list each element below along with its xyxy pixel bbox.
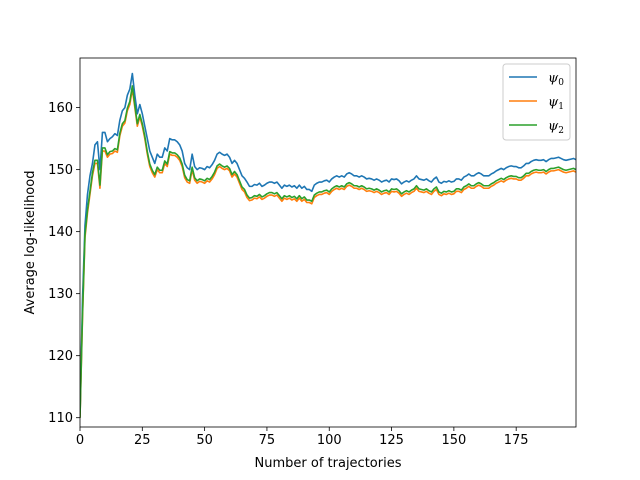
x-tick-label: 175 [504, 433, 529, 448]
series-line-psi0 [80, 72, 576, 418]
x-tick-label: 75 [259, 433, 276, 448]
y-tick-label: 150 [48, 163, 73, 178]
x-axis-label: Number of trajectories [255, 456, 402, 471]
legend-label-psi0: ψ0 [548, 71, 564, 88]
x-tick-label: 125 [379, 433, 404, 448]
legend-label-psi1: ψ1 [548, 95, 564, 112]
x-tick-label: 50 [196, 433, 213, 448]
y-axis-label: Average log-likelihood [23, 171, 38, 315]
y-tick-label: 130 [48, 287, 73, 302]
legend-box [502, 63, 571, 141]
y-axis-ticks: 110 120 130 140 150 160 [48, 101, 80, 426]
y-tick-label: 140 [48, 225, 73, 240]
series-line-psi1 [80, 88, 576, 418]
y-tick-label: 110 [48, 411, 73, 426]
x-tick-label: 0 [76, 433, 84, 448]
x-axis-ticks: 0 25 50 75 100 125 150 175 [76, 427, 529, 448]
x-tick-label: 25 [134, 433, 151, 448]
legend-label-psi2: ψ2 [548, 119, 564, 136]
plot-lines [80, 72, 576, 418]
series-line-psi2 [80, 85, 576, 418]
x-tick-label: 150 [441, 433, 466, 448]
x-tick-label: 100 [317, 433, 342, 448]
y-tick-label: 120 [48, 349, 73, 364]
legend: ψ0 ψ1 ψ2 [502, 63, 571, 141]
y-tick-label: 160 [48, 101, 73, 116]
plot-frame [79, 57, 577, 428]
